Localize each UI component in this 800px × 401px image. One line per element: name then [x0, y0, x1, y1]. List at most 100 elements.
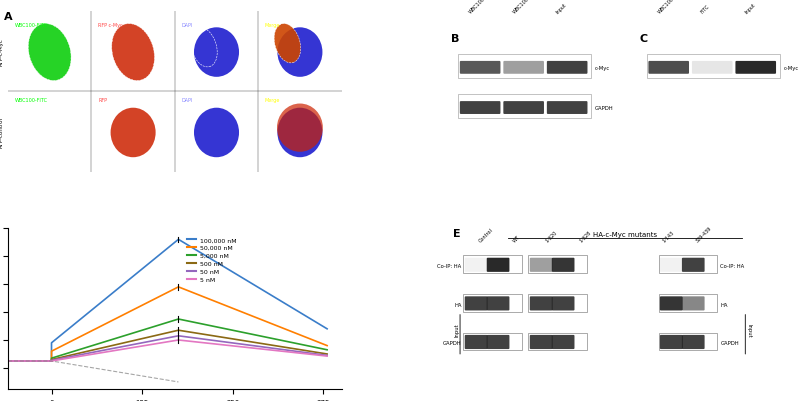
FancyBboxPatch shape [486, 297, 510, 311]
Text: 1-320: 1-320 [545, 229, 558, 243]
Text: WBC100-FITC: WBC100-FITC [468, 0, 495, 15]
Bar [529, 256, 587, 273]
5,000 nM [3, 358, 13, 363]
50,000 nM [46, 349, 56, 354]
Bar [658, 333, 717, 350]
Bar [529, 294, 587, 312]
Text: c-Myc: c-Myc [594, 66, 610, 71]
FancyBboxPatch shape [552, 297, 574, 311]
FancyBboxPatch shape [460, 62, 501, 75]
Text: GAPDH: GAPDH [594, 106, 614, 111]
FancyBboxPatch shape [530, 258, 553, 272]
5,000 nM [46, 356, 56, 360]
5,000 nM [174, 317, 183, 322]
100,000 nM [46, 340, 56, 345]
500 nM [46, 357, 56, 362]
100,000 nM [174, 237, 183, 242]
Line: 5,000 nM: 5,000 nM [8, 319, 327, 361]
Ellipse shape [278, 28, 322, 78]
Ellipse shape [278, 108, 322, 158]
Text: Input: Input [744, 2, 756, 15]
Bar [647, 55, 780, 79]
Text: WT: WT [512, 234, 521, 243]
100,000 nM [3, 358, 13, 363]
Bar [463, 294, 522, 312]
Text: Co-IP: HA: Co-IP: HA [720, 263, 745, 269]
50 nM [46, 358, 56, 363]
FancyBboxPatch shape [682, 258, 705, 272]
Bar [529, 333, 587, 350]
Text: HA: HA [454, 302, 462, 307]
Line: 50 nM: 50 nM [8, 336, 327, 361]
Line: 50,000 nM: 50,000 nM [8, 287, 327, 361]
50,000 nM [46, 358, 56, 363]
100,000 nM [174, 237, 183, 242]
Ellipse shape [277, 104, 323, 152]
Text: RFP-c-Myc: RFP-c-Myc [0, 38, 4, 66]
50,000 nM [174, 285, 183, 290]
Text: Input: Input [747, 323, 752, 336]
FancyBboxPatch shape [660, 297, 682, 311]
50 nM [3, 358, 13, 363]
50,000 nM [3, 358, 13, 363]
Ellipse shape [28, 24, 71, 81]
Text: WBC100-FITC: WBC100-FITC [14, 98, 48, 103]
FancyBboxPatch shape [660, 258, 682, 272]
5 nM [174, 338, 183, 342]
FancyBboxPatch shape [547, 102, 587, 115]
5 nM [322, 354, 332, 358]
Text: WBC100-FITC: WBC100-FITC [14, 22, 48, 27]
FancyBboxPatch shape [648, 62, 689, 75]
FancyBboxPatch shape [530, 335, 553, 349]
FancyBboxPatch shape [465, 258, 487, 272]
FancyBboxPatch shape [547, 62, 587, 75]
Bar [458, 95, 591, 119]
Text: Merge: Merge [265, 98, 280, 103]
Text: Control: Control [478, 227, 494, 243]
500 nM [322, 352, 332, 356]
100,000 nM [322, 326, 332, 331]
5,000 nM [322, 348, 332, 352]
Line: 100,000 nM: 100,000 nM [8, 240, 327, 361]
Text: Input: Input [454, 323, 459, 336]
Text: GAPDH: GAPDH [720, 340, 739, 346]
Text: GAPDH: GAPDH [443, 340, 462, 346]
Text: HA: HA [720, 302, 728, 307]
5,000 nM [174, 317, 183, 322]
50,000 nM [174, 285, 183, 290]
Bar [658, 294, 717, 312]
FancyBboxPatch shape [552, 258, 574, 272]
Text: WBC100+WBC100-FITC: WBC100+WBC100-FITC [511, 0, 556, 15]
Text: Merge: Merge [265, 22, 280, 27]
Text: A: A [4, 12, 13, 22]
5,000 nM [46, 358, 56, 363]
Text: HA-c-Myc mutants: HA-c-Myc mutants [593, 232, 658, 238]
5 nM [3, 358, 13, 363]
50 nM [174, 334, 183, 338]
Ellipse shape [112, 24, 154, 81]
Text: B: B [451, 33, 459, 43]
Text: RFP c-Myc: RFP c-Myc [98, 22, 122, 27]
500 nM [46, 358, 56, 363]
FancyBboxPatch shape [465, 297, 487, 311]
Text: FITC: FITC [700, 4, 711, 15]
500 nM [174, 328, 183, 333]
5 nM [174, 338, 183, 342]
50 nM [46, 358, 56, 363]
Ellipse shape [110, 108, 156, 158]
Text: DAPI: DAPI [182, 98, 193, 103]
50,000 nM [322, 343, 332, 348]
Text: 1-328: 1-328 [578, 229, 592, 243]
5 nM [46, 358, 56, 363]
FancyBboxPatch shape [503, 62, 544, 75]
FancyBboxPatch shape [465, 335, 487, 349]
FancyBboxPatch shape [460, 102, 501, 115]
FancyBboxPatch shape [552, 335, 574, 349]
Text: WBC100-FITC: WBC100-FITC [657, 0, 683, 15]
FancyBboxPatch shape [692, 62, 733, 75]
Text: DAPI: DAPI [182, 22, 193, 27]
Text: 1-143: 1-143 [662, 229, 675, 243]
FancyBboxPatch shape [682, 335, 705, 349]
Ellipse shape [194, 28, 239, 78]
Text: Co-IP: HA: Co-IP: HA [438, 263, 462, 269]
